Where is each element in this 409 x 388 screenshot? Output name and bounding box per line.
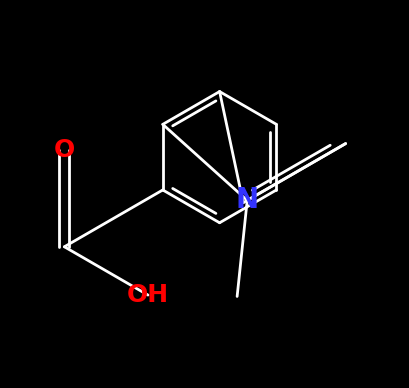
Text: O: O	[54, 138, 75, 162]
Text: OH: OH	[127, 283, 169, 307]
Text: N: N	[235, 186, 258, 215]
